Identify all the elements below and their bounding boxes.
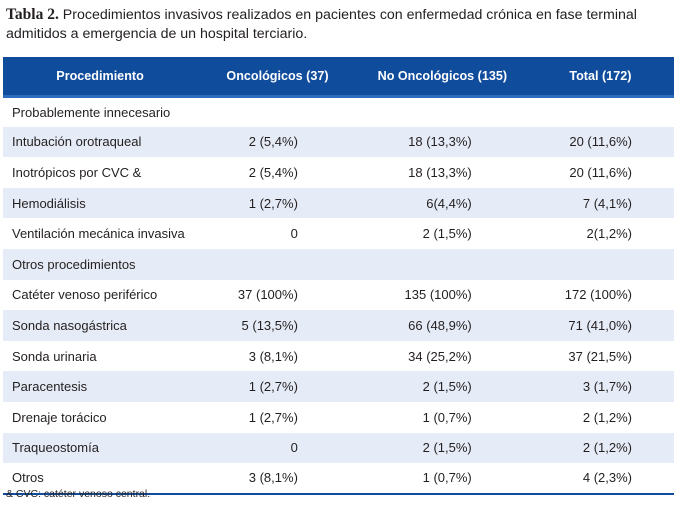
no-oncologicos-cell: 18 (13,3%) xyxy=(408,134,472,150)
oncologicos-cell: 0 xyxy=(290,440,298,456)
table-row: Traqueostomía 0 2 (1,5%) 2 (1,2%) xyxy=(3,432,674,464)
total-cell: 7 (4,1%) xyxy=(582,195,632,211)
total-cell: 3 (1,7%) xyxy=(582,379,632,395)
table-row: Otros 3 (8,1%) 1 (0,7%) 4 (2,3%) xyxy=(3,463,674,495)
section-label: Probablemente innecesario xyxy=(12,104,171,120)
oncologicos-cell: 3 (8,1%) xyxy=(197,463,358,495)
table-row: Sonda urinaria 3 (8,1%) 34 (25,2%) 37 (21,5… xyxy=(3,340,674,372)
table-row: Ventilación mecánica invasiva 0 2 (1,5%) 2(… xyxy=(3,218,674,249)
total-cell: 4 (2,3%) xyxy=(526,463,674,495)
oncologicos-cell: 1 (2,7%) xyxy=(248,379,298,395)
oncologicos-cell: 2 (5,4%) xyxy=(248,164,298,180)
caption-label: Tabla 2. xyxy=(6,6,59,23)
no-oncologicos-cell: 2 (1,5%) xyxy=(422,379,472,395)
table-row: Catéter venoso periférico 37 (100%) 135 (1… xyxy=(3,279,674,311)
no-oncologicos-cell: 6(4,4%) xyxy=(426,195,472,211)
procedure-cell: Sonda nasogástrica xyxy=(12,317,127,333)
header-oncologicos: Oncológicos (37) xyxy=(197,57,358,98)
procedure-cell: Paracentesis xyxy=(12,379,88,395)
procedure-cell: Hemodiálisis xyxy=(12,195,86,211)
oncologicos-cell: 5 (13,5%) xyxy=(241,317,298,333)
no-oncologicos-cell: 2 (1,5%) xyxy=(422,440,472,456)
no-oncologicos-cell: 34 (25,2%) xyxy=(408,348,472,364)
oncologicos-cell: 1 (2,7%) xyxy=(248,409,298,425)
total-cell: 20 (11,6%) xyxy=(569,164,632,180)
no-oncologicos-cell: 66 (48,9%) xyxy=(408,317,472,333)
oncologicos-cell: 0 xyxy=(290,226,298,242)
header-row: Procedimiento Oncológicos (37) No Oncoló… xyxy=(3,57,674,98)
section-row: Otros procedimientos xyxy=(3,248,674,280)
procedure-cell: Sonda urinaria xyxy=(12,348,97,364)
procedure-cell: Traqueostomía xyxy=(12,440,99,456)
procedure-cell: Drenaje torácico xyxy=(12,409,107,425)
table-row: Intubación orotraqueal 2 (5,4%) 18 (13,3%)… xyxy=(3,126,674,158)
table-row: Sonda nasogástrica 5 (13,5%) 66 (48,9%) 71 … xyxy=(3,310,674,341)
procedure-cell: Ventilación mecánica invasiva xyxy=(12,226,185,242)
procedure-cell: Intubación orotraqueal xyxy=(12,134,142,150)
total-cell: 2 (1,2%) xyxy=(582,409,632,425)
no-oncologicos-cell: 1 (0,7%) xyxy=(422,409,472,425)
total-cell: 2 (1,2%) xyxy=(582,440,632,456)
oncologicos-cell: 37 (100%) xyxy=(237,287,298,303)
section-row: Probablemente innecesario xyxy=(3,96,674,127)
no-oncologicos-cell: 135 (100%) xyxy=(404,287,472,303)
table-row: Hemodiálisis 1 (2,7%) 6(4,4%) 7 (4,1%) xyxy=(3,187,674,219)
table-row: Drenaje torácico 1 (2,7%) 1 (0,7%) 2 (1,2%) xyxy=(3,401,674,433)
procedure-cell: Otros xyxy=(3,463,198,495)
caption-text: Procedimientos invasivos realizados en p… xyxy=(6,7,637,42)
total-cell: 20 (11,6%) xyxy=(569,134,632,150)
oncologicos-cell: 1 (2,7%) xyxy=(248,195,298,211)
oncologicos-cell: 2 (5,4%) xyxy=(248,134,298,150)
total-cell: 71 (41,0%) xyxy=(568,317,632,333)
no-oncologicos-cell: 1 (0,7%) xyxy=(357,463,527,495)
footnote: & CVC: catéter venoso central. xyxy=(6,488,151,500)
header-no-oncologicos: No Oncológicos (135) xyxy=(357,57,527,98)
table-body: Probablemente innecesario Intubación orot… xyxy=(3,96,674,495)
procedure-cell: Inotrópicos por CVC & xyxy=(12,164,142,180)
table-row: Inotrópicos por CVC & 2 (5,4%) 18 (13,3%) 2… xyxy=(3,157,674,188)
no-oncologicos-cell: 2 (1,5%) xyxy=(422,226,472,242)
header-procedimiento: Procedimiento xyxy=(3,57,198,98)
procedures-table: Procedimiento Oncológicos (37) No Oncoló… xyxy=(3,57,674,495)
procedure-cell: Catéter venoso periférico xyxy=(12,287,158,303)
table-row: Paracentesis 1 (2,7%) 2 (1,5%) 3 (1,7%) xyxy=(3,371,674,402)
oncologicos-cell: 3 (8,1%) xyxy=(248,348,298,364)
total-cell: 37 (21,5%) xyxy=(568,348,632,364)
section-label: Otros procedimientos xyxy=(12,256,136,272)
table-header: Procedimiento Oncológicos (37) No Oncoló… xyxy=(3,57,674,98)
header-total: Total (172) xyxy=(526,57,674,98)
no-oncologicos-cell: 18 (13,3%) xyxy=(408,164,472,180)
total-cell: 172 (100%) xyxy=(564,287,632,303)
table-caption: Tabla 2. Procedimientos invasivos realiz… xyxy=(6,5,674,44)
total-cell: 2(1,2%) xyxy=(586,226,632,242)
